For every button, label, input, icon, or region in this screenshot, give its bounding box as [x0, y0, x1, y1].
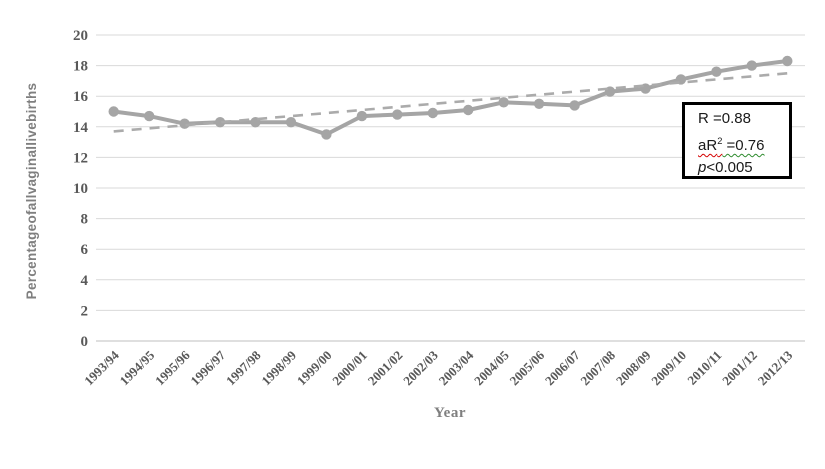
- x-tick-label: 2001/12: [719, 348, 760, 389]
- x-tick-label: 2000/01: [329, 348, 370, 389]
- stats-ar2-number: =0.76: [722, 137, 765, 154]
- data-point: [746, 60, 757, 71]
- stats-ar2-value: aR2 =0.76: [698, 130, 789, 157]
- x-tick-label: 2004/05: [471, 347, 512, 388]
- y-tick-label: 14: [73, 120, 89, 136]
- x-tick-label: 2010/11: [684, 348, 724, 388]
- x-tick-label: 1997/98: [223, 347, 264, 388]
- x-tick-label: 1993/94: [81, 347, 122, 388]
- stats-p-number: <0.005: [706, 159, 753, 176]
- x-tick-label: 2005/06: [506, 347, 547, 388]
- x-tick-label: 2007/08: [577, 347, 618, 388]
- y-tick-label: 8: [81, 212, 89, 228]
- data-point: [392, 109, 403, 120]
- stats-ar2-term: aR2: [698, 136, 723, 154]
- y-tick-label: 12: [73, 150, 88, 166]
- x-tick-label: 2006/07: [542, 347, 583, 388]
- data-point: [711, 66, 722, 77]
- y-axis-title: Percentageofallvaginallivebirths: [24, 83, 39, 300]
- data-point: [214, 117, 226, 128]
- data-point: [463, 104, 474, 116]
- x-tick-label: 2008/09: [613, 347, 654, 388]
- x-tick-label: 1994/95: [117, 347, 158, 388]
- data-point: [782, 55, 793, 67]
- data-point: [285, 117, 297, 128]
- data-point: [427, 107, 438, 119]
- x-tick-label: 1995/96: [152, 347, 193, 388]
- data-point: [144, 110, 155, 122]
- y-tick-label: 2: [81, 303, 89, 319]
- x-axis-title: Year: [434, 405, 466, 421]
- x-tick-label: 2003/04: [436, 347, 477, 388]
- x-tick-label: 2012/13: [755, 347, 796, 388]
- y-tick-label: 18: [73, 59, 88, 75]
- data-point-markers: [108, 55, 793, 140]
- stats-annotation-box: R =0.88 aR2 =0.76 p<0.005: [682, 102, 792, 179]
- stats-p-value: p<0.005: [698, 157, 789, 179]
- data-point: [321, 129, 332, 140]
- y-tick-label: 4: [81, 273, 89, 289]
- data-point: [356, 110, 368, 122]
- stats-r-text: R =0.88: [698, 110, 751, 127]
- y-tick-label: 10: [73, 181, 88, 197]
- x-tick-label: 2009/10: [648, 348, 689, 389]
- data-point: [569, 100, 580, 111]
- stats-p-symbol: p: [698, 159, 707, 176]
- x-tick-label: 1999/00: [294, 348, 335, 389]
- data-point: [498, 97, 509, 108]
- x-tick-label: 2001/02: [365, 348, 406, 389]
- y-tick-label: 16: [73, 89, 89, 105]
- trend-line: [113, 72, 788, 133]
- stats-r-value: R =0.88: [698, 108, 789, 130]
- data-point: [533, 98, 545, 110]
- x-tick-label: 1998/99: [258, 347, 299, 388]
- y-axis-tick-labels: 0 2 4 6 8 10 12 14 16 18 20: [73, 28, 89, 350]
- y-tick-label: 0: [81, 334, 89, 350]
- x-tick-label: 1996/97: [187, 347, 228, 388]
- gridlines: [96, 34, 805, 342]
- y-tick-label: 20: [73, 28, 88, 44]
- x-tick-label: 2002/03: [400, 347, 441, 388]
- data-point: [108, 106, 119, 117]
- x-axis-tick-labels: 1993/941994/951995/961996/971997/981998/…: [81, 347, 796, 388]
- y-tick-label: 6: [81, 242, 89, 258]
